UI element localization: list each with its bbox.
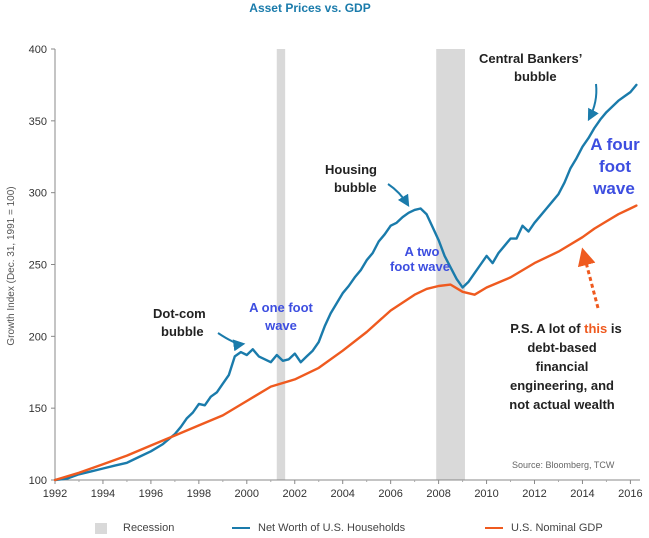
chart: Asset Prices vs. GDP 100 150 200 250 300 350 4…: [6, 1, 643, 500]
recession-band: [276, 49, 286, 480]
axes: 100 150 200 250 300 350 400 1992 1994 1996 1998 200…: [29, 44, 643, 500]
y-tick-label: 150: [29, 403, 47, 415]
ps-arrow: [577, 247, 600, 309]
legend-households: Net Worth of U.S. Households: [232, 522, 405, 534]
x-tick-label: 2012: [522, 488, 546, 500]
source-note: Source: Bloomberg, TCW: [512, 460, 615, 470]
ps-note: engineering, and: [510, 378, 614, 393]
x-tick-label: 2016: [618, 488, 642, 500]
y-axis-label: Growth Index (Dec. 31, 1991 = 100): [6, 186, 17, 345]
x-tick-label: 1992: [43, 488, 67, 500]
four-foot-wave-label: A four: [590, 135, 640, 154]
housing-label: Housing: [325, 162, 377, 177]
recession-bands: [276, 49, 465, 480]
y-tick-label: 300: [29, 188, 47, 200]
gdp-swatch: [485, 527, 503, 529]
dotcom-label: Dot-com: [153, 306, 206, 321]
x-tick-label: 2008: [426, 488, 450, 500]
central-bankers-arrow: [587, 83, 599, 122]
recession-swatch: [95, 522, 107, 534]
recession-band: [436, 49, 465, 480]
x-tick-label: 2004: [330, 488, 354, 500]
ps-note: P.S. A lot of this is: [510, 321, 622, 336]
x-tick-label: 2002: [283, 488, 307, 500]
ps-note: financial: [536, 359, 589, 374]
legend-recession: Recession: [95, 522, 174, 534]
net-worth-line: [53, 83, 638, 482]
x-tick-label: 2010: [474, 488, 498, 500]
one-foot-wave-label: A one foot: [249, 300, 313, 315]
ps-note: not actual wealth: [509, 397, 615, 412]
y-tick-label: 100: [29, 475, 47, 487]
x-tick-label: 1998: [187, 488, 211, 500]
series-lines: [53, 83, 638, 482]
y-tick-label: 350: [29, 116, 47, 128]
two-foot-wave-label: A two: [405, 244, 440, 259]
gdp-line: [53, 204, 638, 482]
x-tick-label: 1996: [139, 488, 163, 500]
legend-label: Recession: [123, 522, 175, 534]
dotcom-arrow: [217, 332, 246, 352]
x-tick-label: 2006: [378, 488, 402, 500]
x-tick-label: 1994: [91, 488, 115, 500]
y-tick-label: 250: [29, 260, 47, 272]
housing-arrow: [387, 183, 410, 208]
dotcom-label: bubble: [161, 324, 204, 339]
households-swatch: [232, 527, 250, 529]
y-tick-label: 200: [29, 331, 47, 343]
housing-label: bubble: [334, 180, 377, 195]
legend-label: Net Worth of U.S. Households: [258, 522, 406, 534]
one-foot-wave-label: wave: [264, 318, 297, 333]
legend-gdp: U.S. Nominal GDP: [485, 522, 603, 534]
ps-note: debt-based: [527, 340, 596, 355]
x-tick-label: 2000: [235, 488, 259, 500]
y-tick-label: 400: [29, 44, 47, 56]
legend-label: U.S. Nominal GDP: [511, 522, 603, 534]
chart-title: Asset Prices vs. GDP: [249, 1, 370, 15]
central-bankers-label: bubble: [514, 69, 557, 84]
central-bankers-label: Central Bankers’: [479, 51, 582, 66]
two-foot-wave-label: foot wave: [390, 259, 450, 274]
x-tick-label: 2014: [570, 488, 594, 500]
four-foot-wave-label: wave: [592, 179, 635, 198]
four-foot-wave-label: foot: [599, 157, 631, 176]
